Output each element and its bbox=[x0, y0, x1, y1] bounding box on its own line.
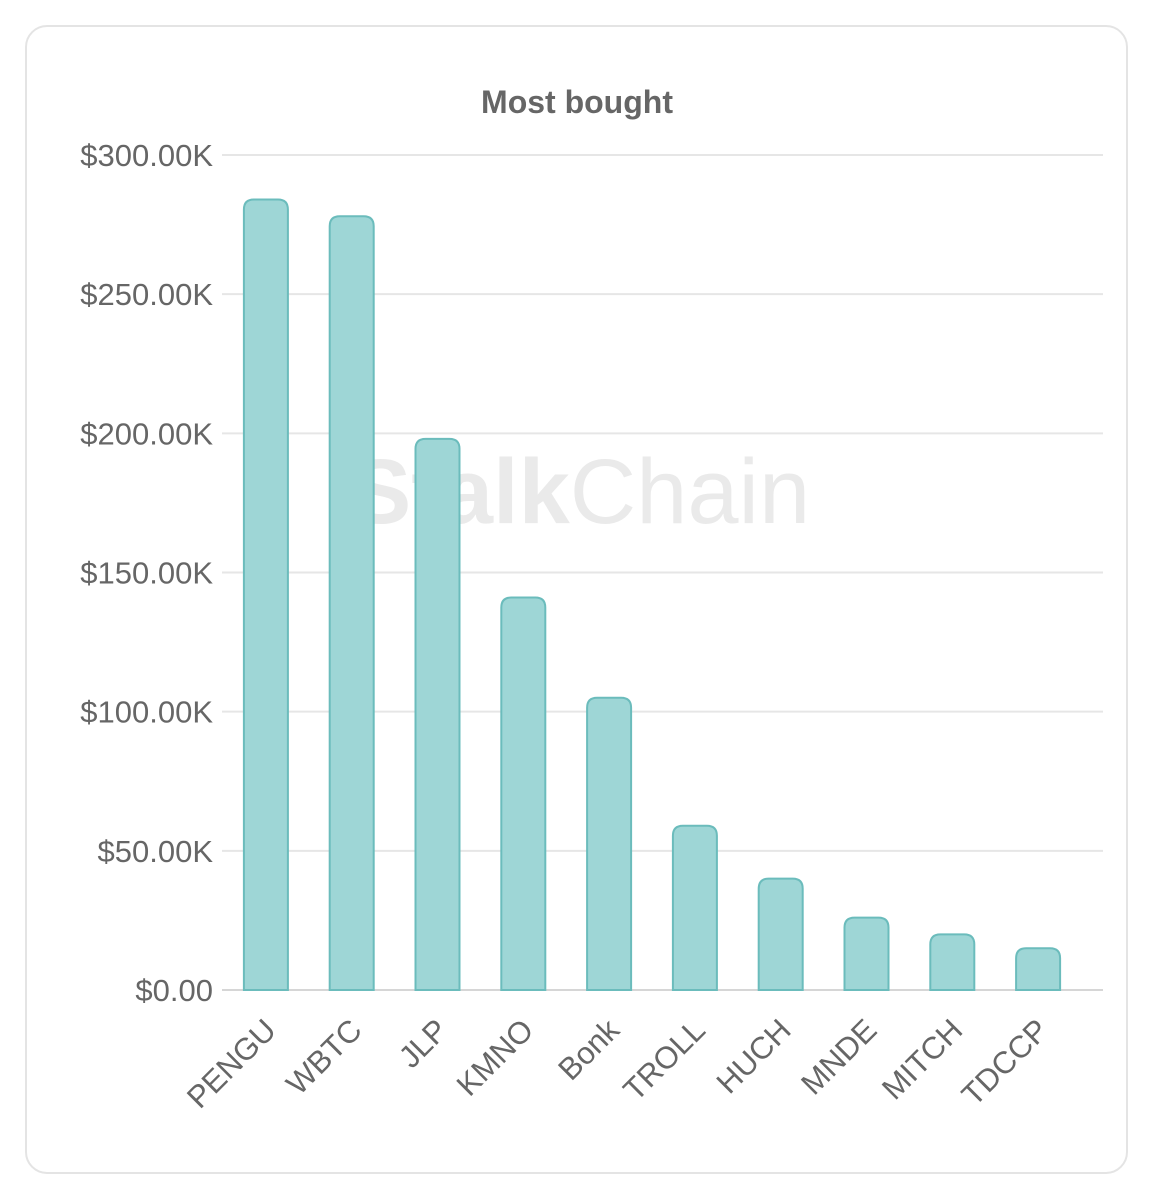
y-tick-label: $300.00K bbox=[80, 138, 213, 173]
x-tick-label: KMNO bbox=[450, 1012, 541, 1103]
y-tick-label: $100.00K bbox=[80, 695, 213, 730]
bar-mitch bbox=[929, 933, 976, 991]
bar-jlp bbox=[414, 437, 461, 991]
y-tick-label: $0.00 bbox=[135, 973, 213, 1008]
bar-mnde bbox=[843, 916, 890, 991]
y-axis-ticks: $0.00 $50.00K $100.00K $150.00K $200.00K $250… bbox=[80, 138, 213, 1008]
x-tick-label: HUCH bbox=[710, 1012, 798, 1100]
y-tick-label: $150.00K bbox=[80, 556, 213, 591]
bar-tdccp bbox=[1015, 947, 1062, 991]
watermark-regular: Chain bbox=[570, 441, 810, 543]
bar-troll bbox=[671, 824, 718, 991]
bar-wbtc bbox=[328, 215, 375, 991]
x-tick-label: JLP bbox=[392, 1012, 455, 1075]
bar-bonk bbox=[586, 696, 633, 991]
x-tick-label: MNDE bbox=[794, 1012, 883, 1101]
x-tick-label: Bonk bbox=[551, 1012, 626, 1087]
bar-huch bbox=[757, 877, 804, 991]
x-tick-label: MITCH bbox=[875, 1012, 969, 1106]
y-tick-label: $50.00K bbox=[98, 834, 214, 869]
bar-pengu bbox=[242, 198, 289, 991]
bars bbox=[242, 198, 1062, 991]
y-tick-label: $200.00K bbox=[80, 416, 213, 451]
x-tick-label: WBTC bbox=[279, 1012, 368, 1101]
y-tick-label: $250.00K bbox=[80, 277, 213, 312]
x-tick-label: TROLL bbox=[616, 1012, 711, 1107]
x-tick-label: TDCCP bbox=[955, 1012, 1055, 1112]
x-tick-label: PENGU bbox=[180, 1012, 283, 1115]
chart-title: Most bought bbox=[481, 84, 673, 120]
bar-kmno bbox=[500, 596, 547, 991]
